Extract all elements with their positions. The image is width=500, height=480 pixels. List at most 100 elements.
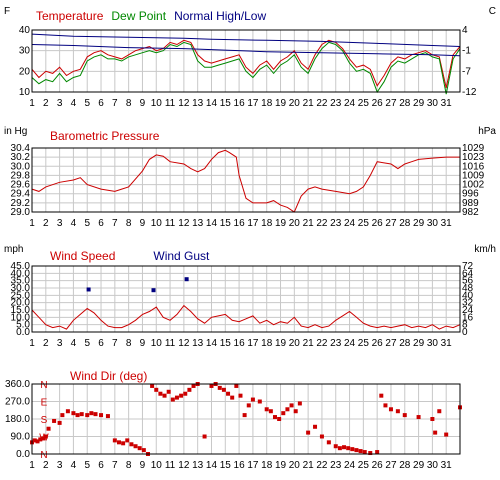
x-tick-label: 12 xyxy=(178,338,190,349)
x-tick-label: 11 xyxy=(165,218,176,229)
y2-tick-label: 8 xyxy=(462,320,468,331)
data-point xyxy=(65,409,70,414)
x-tick-label: 31 xyxy=(441,218,453,229)
data-point xyxy=(388,407,393,412)
y2-tick-label: 32 xyxy=(462,298,474,309)
data-point xyxy=(430,417,435,421)
x-tick-label: 19 xyxy=(275,98,287,109)
y-tick-label: 29.2 xyxy=(11,198,31,209)
right-unit-label: C xyxy=(489,6,496,17)
x-tick-label: 9 xyxy=(140,98,146,109)
x-tick-label: 28 xyxy=(399,460,411,471)
data-point xyxy=(289,403,294,408)
plot-frame xyxy=(31,29,461,93)
right-unit-label: km/h xyxy=(474,244,496,255)
data-point xyxy=(105,414,110,419)
left-unit-label: F xyxy=(4,6,10,17)
x-tick-label: 6 xyxy=(98,338,104,349)
x-tick-label: 24 xyxy=(344,338,356,349)
data-point xyxy=(395,409,400,414)
data-point xyxy=(60,413,65,418)
x-tick-label: 15 xyxy=(220,98,232,109)
x-tick-label: 14 xyxy=(206,460,218,471)
x-tick-label: 18 xyxy=(261,460,273,471)
x-tick-label: 6 xyxy=(98,218,104,229)
data-point xyxy=(46,426,51,431)
y2-tick-label: -7 xyxy=(462,66,471,77)
data-point xyxy=(264,407,269,412)
x-tick-label: 26 xyxy=(372,218,384,229)
x-tick-label: 7 xyxy=(112,460,118,471)
x-tick-label: 29 xyxy=(413,218,425,229)
x-tick-label: 15 xyxy=(220,218,232,229)
x-tick-label: 3 xyxy=(57,98,63,109)
chart-title-part: Wind Gust xyxy=(153,249,210,263)
data-point xyxy=(437,409,442,414)
x-tick-label: 1 xyxy=(29,460,35,471)
x-tick-label: 5 xyxy=(84,98,90,109)
y2-tick-label: 40 xyxy=(462,290,474,301)
y2-tick-label: 0 xyxy=(462,327,468,338)
x-tick-label: 17 xyxy=(247,98,259,109)
x-tick-label: 15 xyxy=(220,338,232,349)
compass-label: N xyxy=(40,380,47,391)
data-point xyxy=(32,438,37,443)
chart-panel-1: 1 2 3 4 5 6 7 8 9 10 11 12 13 14 15 16 17 18 19 20 21 22 23 24 2… xyxy=(4,6,496,109)
y-tick-label: 15.0 xyxy=(11,305,31,316)
x-tick-label: 2 xyxy=(43,218,49,229)
x-tick-label: 20 xyxy=(289,338,301,349)
data-point xyxy=(187,387,192,392)
series-line-2 xyxy=(31,41,461,95)
y-tick-label: 10 xyxy=(19,87,31,98)
data-point xyxy=(129,442,134,447)
y2-tick-label: 989 xyxy=(462,198,479,209)
y2-tick-label: 4 xyxy=(462,25,468,36)
data-point xyxy=(333,444,338,449)
data-point xyxy=(268,409,273,414)
data-point xyxy=(246,403,251,408)
data-point xyxy=(86,287,91,292)
x-tick-label: 4 xyxy=(71,338,77,349)
data-point xyxy=(416,415,421,420)
x-tick-label: 30 xyxy=(427,338,439,349)
x-tick-label: 16 xyxy=(234,460,246,471)
x-tick-label: 31 xyxy=(441,460,453,471)
data-point xyxy=(75,413,80,418)
x-tick-label: 19 xyxy=(275,460,287,471)
y-tick-label: 25.0 xyxy=(11,290,31,301)
y2-tick-label: 16 xyxy=(462,312,474,323)
y2-tick-label: 1023 xyxy=(462,152,485,163)
data-point xyxy=(383,403,388,408)
data-point xyxy=(402,413,407,418)
data-point xyxy=(166,389,171,394)
x-tick-label: 22 xyxy=(316,460,328,471)
y-tick-label: 29.4 xyxy=(11,189,31,200)
data-point xyxy=(125,438,130,443)
x-tick-label: 8 xyxy=(126,98,132,109)
data-point xyxy=(170,397,175,402)
x-tick-label: 28 xyxy=(399,98,411,109)
data-point xyxy=(306,430,311,435)
y-tick-label: 29.0 xyxy=(11,207,31,218)
series-line-4 xyxy=(31,44,461,57)
x-tick-label: 21 xyxy=(303,218,315,229)
x-tick-label: 8 xyxy=(126,218,132,229)
plot-area xyxy=(32,30,460,92)
x-tick-label: 27 xyxy=(385,338,397,349)
y2-tick-label: 24 xyxy=(462,305,474,316)
x-tick-label: 19 xyxy=(275,338,287,349)
data-point xyxy=(141,448,146,453)
y-tick-label: 29.8 xyxy=(11,170,31,181)
y-tick-label: 5.0 xyxy=(16,320,30,331)
x-tick-label: 1 xyxy=(29,218,35,229)
y-tick-label: 45.0 xyxy=(11,261,31,272)
data-point xyxy=(57,420,62,425)
y-tick-label: 35.0 xyxy=(11,276,31,287)
y2-tick-label: 56 xyxy=(462,276,474,287)
x-tick-label: 14 xyxy=(206,98,218,109)
plot-frame xyxy=(31,265,461,333)
x-tick-label: 4 xyxy=(71,218,77,229)
data-point xyxy=(250,397,255,402)
data-point xyxy=(116,440,121,445)
